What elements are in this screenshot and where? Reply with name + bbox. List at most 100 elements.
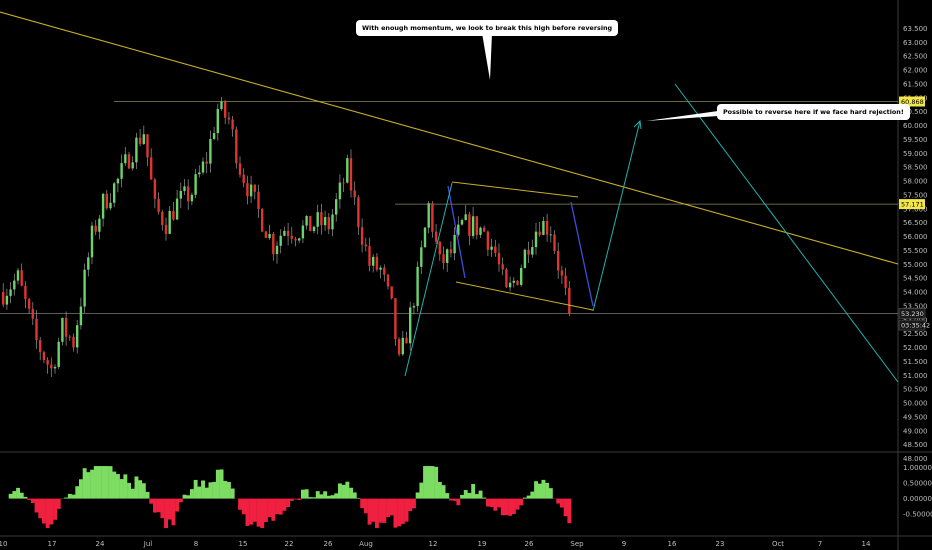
candle-body xyxy=(161,211,164,226)
osc-bar xyxy=(426,466,431,499)
candle-body xyxy=(294,238,297,241)
candle-body xyxy=(227,117,231,120)
candle-body xyxy=(338,182,342,200)
candle-body xyxy=(264,231,268,239)
osc-bar xyxy=(164,498,168,529)
candle-body xyxy=(523,249,527,268)
candle-body xyxy=(135,137,138,163)
osc-bar xyxy=(319,494,324,499)
osc-bar xyxy=(563,498,568,517)
candle-body xyxy=(457,224,460,235)
osc-bar xyxy=(223,480,228,499)
osc-bar xyxy=(16,487,20,499)
osc-bar xyxy=(267,498,272,518)
osc-bar xyxy=(212,481,217,499)
osc-bar xyxy=(393,498,398,528)
candle-body xyxy=(557,250,560,271)
osc-bar xyxy=(456,498,461,506)
candle-body xyxy=(87,257,90,270)
osc-bar xyxy=(304,489,309,499)
annotation-break-high[interactable]: With enough momentum, we look to break t… xyxy=(356,20,619,36)
candle-body xyxy=(316,212,319,227)
osc-bar xyxy=(278,498,283,515)
candle-body xyxy=(42,352,46,361)
osc-bar xyxy=(208,482,213,499)
candle-body xyxy=(423,227,427,248)
osc-bar xyxy=(441,485,446,499)
osc-bar xyxy=(141,483,146,499)
osc-bar xyxy=(156,498,161,513)
candle-body xyxy=(168,210,171,234)
candle-body xyxy=(272,233,275,255)
candle-body xyxy=(79,306,83,326)
osc-bar xyxy=(34,498,39,513)
candle-body xyxy=(397,339,401,355)
osc-bar xyxy=(445,493,450,499)
osc-bar xyxy=(489,498,494,507)
annotation-reverse[interactable]: Possible to reverse here if we face hard… xyxy=(717,104,910,120)
y-tick-label: 58.500 xyxy=(903,164,928,172)
osc-bar xyxy=(93,466,98,499)
candle-body xyxy=(275,245,279,255)
candle-body xyxy=(205,161,208,164)
candle-body xyxy=(368,246,371,266)
price-label-text: 03:35:42 xyxy=(901,322,930,330)
y-tick-label: 51.500 xyxy=(903,358,928,366)
osc-bar xyxy=(404,498,409,522)
candle-body xyxy=(327,217,330,230)
candle-body xyxy=(501,264,504,270)
candle-body xyxy=(453,234,456,254)
candle-body xyxy=(534,231,538,248)
y-tick-label: 62.000 xyxy=(903,67,928,75)
candle-body xyxy=(290,235,293,239)
candle-body xyxy=(564,275,567,288)
osc-bar xyxy=(286,498,291,507)
osc-bar xyxy=(127,482,131,499)
candle-body xyxy=(449,249,453,254)
osc-bar xyxy=(12,491,17,499)
osc-bar xyxy=(352,492,357,499)
x-tick-label: 17 xyxy=(48,540,57,548)
osc-bar xyxy=(341,484,346,499)
price-label-box xyxy=(898,319,926,331)
candle-body xyxy=(5,295,9,305)
candle-body xyxy=(27,299,31,309)
osc-bar xyxy=(526,495,531,499)
candle-body xyxy=(9,289,12,296)
projection-up-line xyxy=(404,182,453,377)
osc-bar xyxy=(171,498,176,526)
candle-body xyxy=(131,162,134,169)
osc-bar xyxy=(134,476,139,499)
callout-pointer xyxy=(646,111,718,121)
candle-body xyxy=(31,308,34,319)
candle-body xyxy=(183,186,186,191)
blue-leg xyxy=(570,201,594,307)
candle-body xyxy=(76,325,79,348)
osc-bar xyxy=(297,498,302,500)
candle-body xyxy=(427,203,430,228)
candle-body xyxy=(568,287,571,314)
candle-body xyxy=(187,186,190,202)
y-tick-label: 54.500 xyxy=(903,275,928,283)
osc-bar xyxy=(112,471,117,499)
osc-bar xyxy=(119,479,124,499)
osc-bar xyxy=(8,493,13,499)
osc-bar xyxy=(560,498,564,508)
y-tick-label: 53.500 xyxy=(903,302,928,310)
projection-down-line xyxy=(674,83,899,383)
x-tick-label: 26 xyxy=(324,540,333,548)
candle-body xyxy=(479,227,482,235)
osc-bar xyxy=(215,469,220,499)
candle-body xyxy=(520,267,523,285)
osc-bar xyxy=(400,498,405,524)
osc-bar xyxy=(123,474,128,499)
osc-bar xyxy=(67,493,72,499)
osc-bar xyxy=(56,498,61,509)
candle-body xyxy=(353,190,356,198)
osc-bar xyxy=(463,490,468,499)
candle-body xyxy=(212,133,216,139)
osc-bar xyxy=(90,469,94,499)
candle-body xyxy=(512,280,515,283)
